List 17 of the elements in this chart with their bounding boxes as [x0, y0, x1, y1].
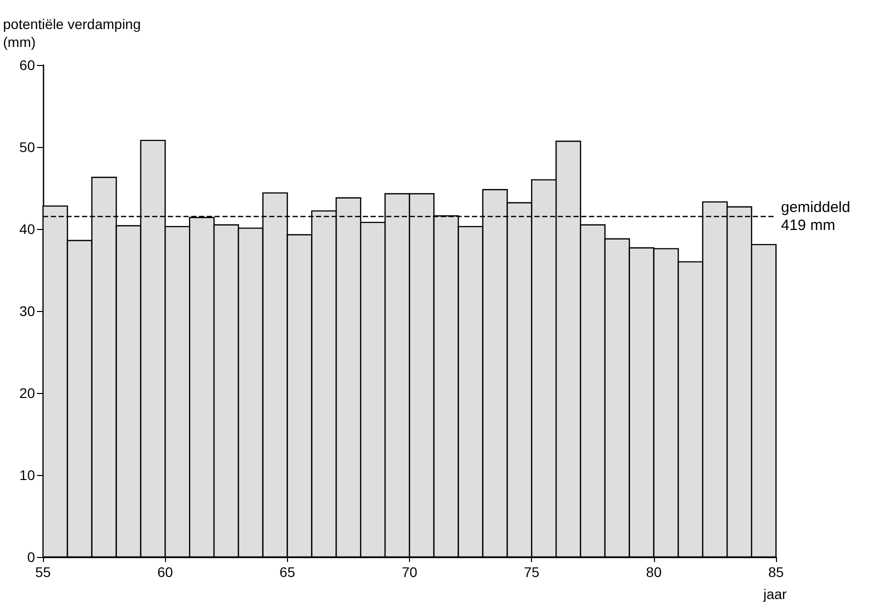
- x-tick-label: 55: [35, 564, 51, 580]
- x-axis-title: jaar: [762, 586, 788, 602]
- ref-line-label: gemiddeld 419 mm: [781, 199, 850, 234]
- y-tick-label: 60: [19, 57, 36, 73]
- y-tick-label: 20: [19, 385, 36, 401]
- x-tick-label: 80: [646, 564, 662, 580]
- y-tick-label: 40: [19, 221, 36, 237]
- x-tick-label: 75: [524, 564, 540, 580]
- y-tick-label: 30: [19, 303, 36, 319]
- x-tick-label: 70: [402, 564, 418, 580]
- x-tick-label: 85: [768, 564, 784, 580]
- y-axis-title: potentiële verdamping (mm): [3, 16, 141, 50]
- y-tick-label: 10: [19, 467, 36, 483]
- y-tick-label: 50: [19, 139, 36, 155]
- x-tick-label: 65: [280, 564, 296, 580]
- y-tick-label: 0: [27, 549, 36, 565]
- x-tick-label: 60: [157, 564, 174, 580]
